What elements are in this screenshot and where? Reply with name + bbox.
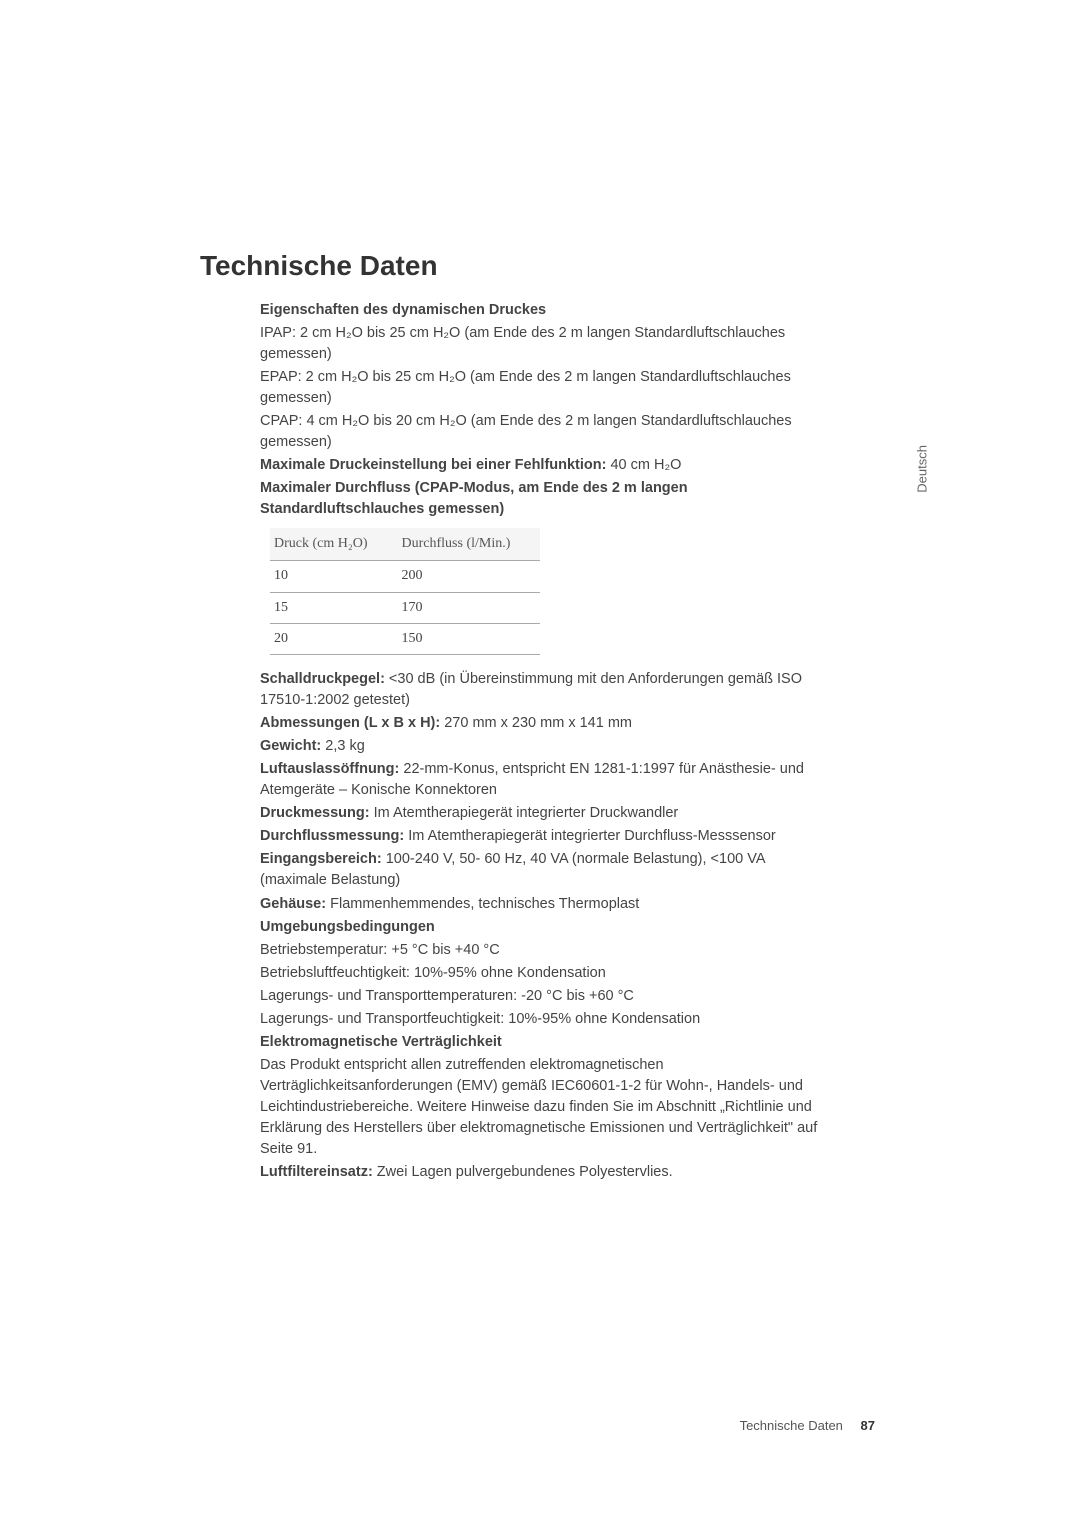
table-header-flow: Durchfluss (l/Min.) [398, 528, 541, 561]
cpap-text: CPAP: 4 cm H₂O bis 20 cm H₂O (am Ende de… [260, 411, 820, 453]
pmeasure-spec: Druckmessung: Im Atemtherapiegerät integ… [260, 803, 820, 824]
max-pressure-label: Maximale Druckeinstellung bei einer Fehl… [260, 457, 606, 473]
max-pressure-value: 40 cm H₂O [606, 457, 681, 473]
env-optemp: Betriebstemperatur: +5 °C bis +40 °C [260, 940, 820, 961]
fmeasure-spec: Durchflussmessung: Im Atemtherapiegerät … [260, 826, 820, 847]
table-row: 20 150 [270, 624, 540, 655]
env-ophum: Betriebsluftfeuchtigkeit: 10%-95% ohne K… [260, 963, 820, 984]
table-cell: 170 [398, 592, 541, 623]
max-pressure-line: Maximale Druckeinstellung bei einer Fehl… [260, 455, 820, 476]
table-row: 10 200 [270, 561, 540, 592]
footer-text: Technische Daten [740, 1418, 843, 1433]
dim-spec: Abmessungen (L x B x H): 270 mm x 230 mm… [260, 713, 820, 734]
housing-spec: Gehäuse: Flammenhemmendes, technisches T… [260, 894, 820, 915]
table-cell: 15 [270, 592, 398, 623]
flow-table: Druck (cm H₂O) Durchfluss (l/Min.) 10 20… [270, 528, 540, 655]
input-spec: Eingangsbereich: 100-240 V, 50- 60 Hz, 4… [260, 849, 820, 891]
table-header-pressure: Druck (cm H₂O) [270, 528, 398, 561]
table-row: 15 170 [270, 592, 540, 623]
env-storehum: Lagerungs- und Transportfeuchtigkeit: 10… [260, 1009, 820, 1030]
table-cell: 10 [270, 561, 398, 592]
weight-spec: Gewicht: 2,3 kg [260, 736, 820, 757]
env-heading: Umgebungsbedingungen [260, 917, 820, 938]
ipap-text: IPAP: 2 cm H₂O bis 25 cm H₂O (am Ende de… [260, 323, 820, 365]
dyn-pressure-heading: Eigenschaften des dynamischen Druckes [260, 300, 820, 321]
table-cell: 150 [398, 624, 541, 655]
language-tab: Deutsch [915, 445, 930, 493]
table-cell: 20 [270, 624, 398, 655]
max-flow-heading: Maximaler Durchfluss (CPAP-Modus, am End… [260, 478, 820, 520]
epap-text: EPAP: 2 cm H₂O bis 25 cm H₂O (am Ende de… [260, 367, 820, 409]
sound-spec: Schalldruckpegel: <30 dB (in Übereinstim… [260, 669, 820, 711]
table-cell: 200 [398, 561, 541, 592]
filter-spec: Luftfiltereinsatz: Zwei Lagen pulvergebu… [260, 1162, 820, 1183]
outlet-spec: Luftauslassöffnung: 22-mm-Konus, entspri… [260, 759, 820, 801]
emc-heading: Elektromagnetische Verträglichkeit [260, 1032, 820, 1053]
emc-body: Das Produkt entspricht allen zutreffende… [260, 1055, 820, 1160]
env-storetemp: Lagerungs- und Transporttemperaturen: -2… [260, 986, 820, 1007]
content-body: Eigenschaften des dynamischen Druckes IP… [260, 300, 820, 1183]
page-footer: Technische Daten 87 [740, 1418, 875, 1433]
page-title: Technische Daten [200, 250, 870, 282]
page-number: 87 [861, 1418, 875, 1433]
